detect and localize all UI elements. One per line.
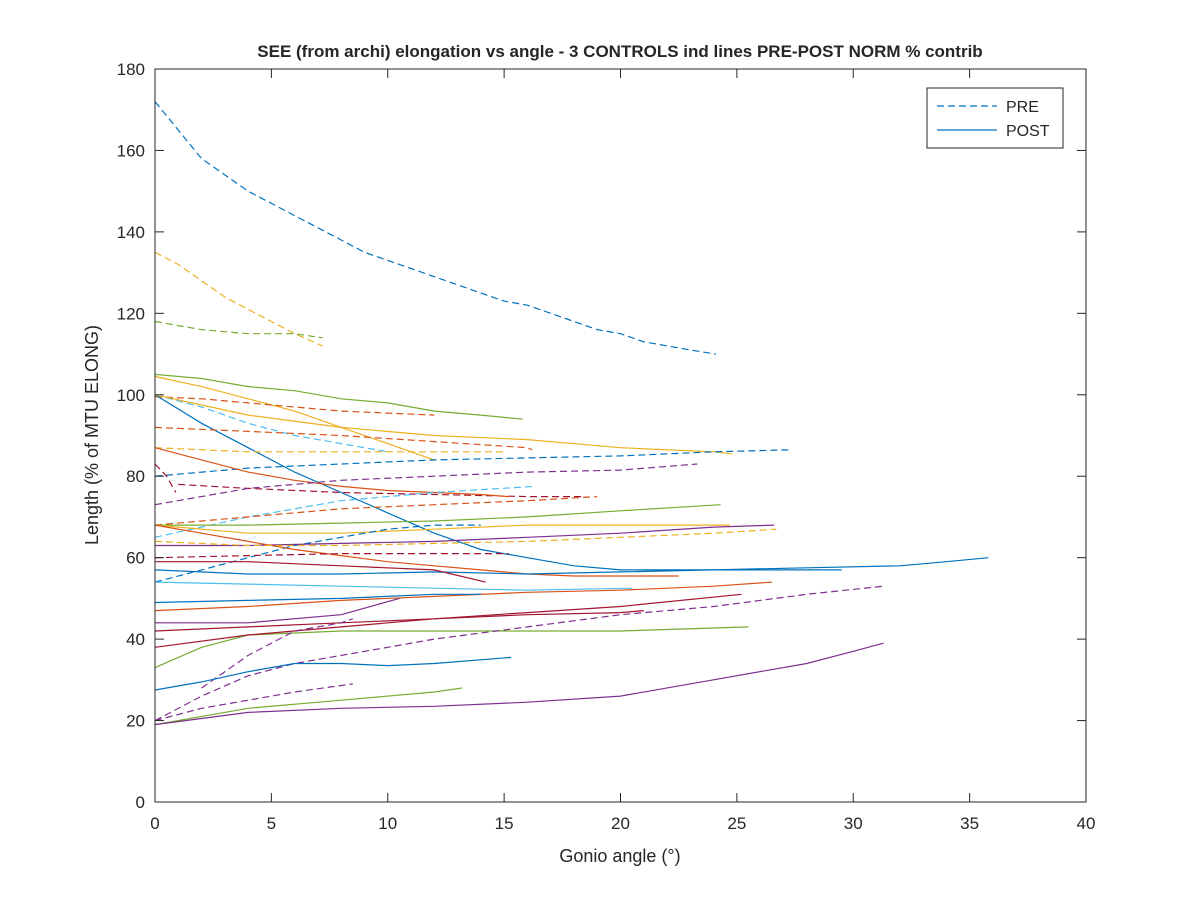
series-line-6 (154, 396, 435, 416)
y-tick-label: 60 (126, 549, 145, 568)
y-tick-label: 120 (117, 304, 145, 323)
series-line-37 (154, 656, 512, 691)
y-tick-label: 0 (136, 793, 145, 812)
series-line-5 (154, 375, 435, 461)
series-line-13 (154, 463, 177, 493)
y-tick-label: 20 (126, 712, 145, 731)
legend: PRE POST (926, 87, 1064, 149)
series-line-28 (154, 581, 633, 591)
series-line-16 (154, 463, 698, 506)
x-axis-label: Gonio angle (°) (559, 846, 680, 866)
y-axis-ticks: 0 20 40 60 80 100 120 140 160 180 (117, 60, 1086, 812)
series-line-35 (154, 585, 884, 722)
series-line-22 (155, 524, 775, 547)
x-tick-label: 35 (960, 814, 979, 833)
series-line-19 (155, 504, 721, 526)
x-tick-label: 15 (495, 814, 514, 833)
x-tick-label: 0 (150, 814, 159, 833)
series-line-26 (154, 557, 989, 575)
plot-series (154, 101, 989, 726)
series-line-9 (154, 394, 733, 455)
legend-label-pre: PRE (1006, 99, 1039, 116)
y-axis-label: Length (% of MTU ELONG) (82, 325, 102, 545)
series-line-12 (154, 449, 791, 477)
series-line-21 (154, 524, 481, 583)
series-line-17 (154, 485, 535, 538)
series-line-8 (154, 394, 388, 453)
series-line-31 (155, 597, 400, 624)
series-line-18 (154, 496, 598, 526)
series-line-24 (154, 528, 777, 547)
y-tick-label: 160 (117, 141, 145, 160)
series-line-33 (154, 626, 749, 669)
x-axis-ticks: 0 5 10 15 20 25 30 35 40 (150, 69, 1095, 833)
y-tick-label: 40 (126, 630, 145, 649)
legend-box (926, 87, 1064, 149)
series-line-40 (154, 642, 884, 726)
x-tick-label: 5 (267, 814, 276, 833)
series-line-15 (154, 447, 509, 498)
series-line-20 (154, 524, 730, 534)
series-line-1 (154, 101, 716, 355)
series-line-3 (154, 320, 323, 339)
x-tick-label: 30 (844, 814, 863, 833)
series-line-11 (154, 447, 505, 453)
y-tick-label: 100 (117, 386, 145, 405)
series-line-4 (154, 373, 523, 420)
chart-title: SEE (from archi) elongation vs angle - 3… (257, 42, 982, 61)
series-line-23 (154, 524, 679, 577)
x-tick-label: 25 (727, 814, 746, 833)
series-line-39 (154, 687, 463, 726)
series-line-27 (155, 561, 486, 583)
legend-label-post: POST (1006, 123, 1050, 140)
y-tick-label: 180 (117, 60, 145, 79)
x-tick-label: 40 (1077, 814, 1096, 833)
x-tick-label: 10 (378, 814, 397, 833)
series-line-30 (154, 593, 481, 604)
series-line-36 (201, 618, 353, 689)
series-line-2 (154, 251, 323, 347)
series-line-14 (178, 483, 586, 498)
x-tick-label: 20 (611, 814, 630, 833)
series-line-34 (154, 610, 644, 648)
series-line-10 (154, 426, 533, 451)
y-tick-label: 80 (126, 467, 145, 486)
y-tick-label: 140 (117, 223, 145, 242)
series-line-29 (154, 581, 772, 612)
